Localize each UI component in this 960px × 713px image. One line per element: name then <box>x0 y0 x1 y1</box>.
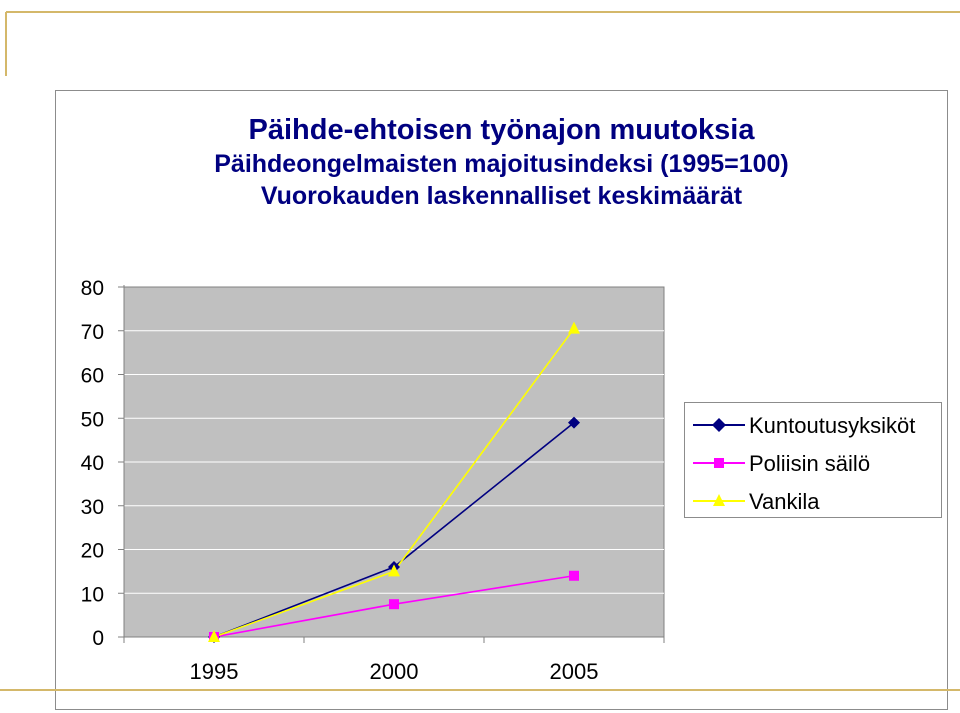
y-tick-label: 20 <box>81 540 104 563</box>
chart-title: Päihde-ehtoisen työnajon muutoksia Päihd… <box>55 112 948 212</box>
legend-label: Vankila <box>749 489 820 514</box>
x-tick-label: 2000 <box>370 659 419 684</box>
diamond-marker-icon <box>693 418 745 432</box>
y-tick-label: 30 <box>81 496 104 519</box>
data-point-square <box>389 599 399 610</box>
legend-label: Poliisin säilö <box>749 451 871 476</box>
legend-label: Kuntoutusyksiköt <box>749 413 916 438</box>
legend-item-kuntoutusyksikot: Kuntoutusyksiköt <box>685 409 943 441</box>
y-tick-label: 10 <box>81 583 104 606</box>
legend-item-poliisin-sailo: Poliisin säilö <box>685 447 943 479</box>
data-point-square <box>569 570 579 581</box>
y-tick-label: 40 <box>81 452 104 475</box>
chart-legend: Kuntoutusyksiköt Poliisin säilö Vankila <box>684 402 942 518</box>
data-point-diamond <box>568 416 580 429</box>
data-point-triangle <box>208 630 220 642</box>
chart-title-line-2: Päihdeongelmaisten majoitusindeksi (1995… <box>214 150 789 178</box>
x-tick-label: 1995 <box>190 659 239 684</box>
triangle-marker-icon <box>693 494 745 506</box>
y-tick-label: 50 <box>81 408 104 431</box>
y-tick-label: 60 <box>81 365 104 388</box>
x-tick-label: 2005 <box>550 659 599 684</box>
data-point-triangle <box>568 321 580 334</box>
square-marker-icon <box>693 458 745 468</box>
chart-title-line-1: Päihde-ehtoisen työnajon muutoksia <box>248 114 755 146</box>
y-tick-label: 70 <box>81 321 104 344</box>
data-point-triangle <box>388 564 400 577</box>
y-tick-label: 80 <box>81 277 104 300</box>
slide-accent-decoration <box>5 11 960 76</box>
chart-title-line-3: Vuorokauden laskennalliset keskimäärät <box>260 182 743 210</box>
y-tick-label: 0 <box>92 627 104 650</box>
legend-item-vankila: Vankila <box>685 485 943 517</box>
